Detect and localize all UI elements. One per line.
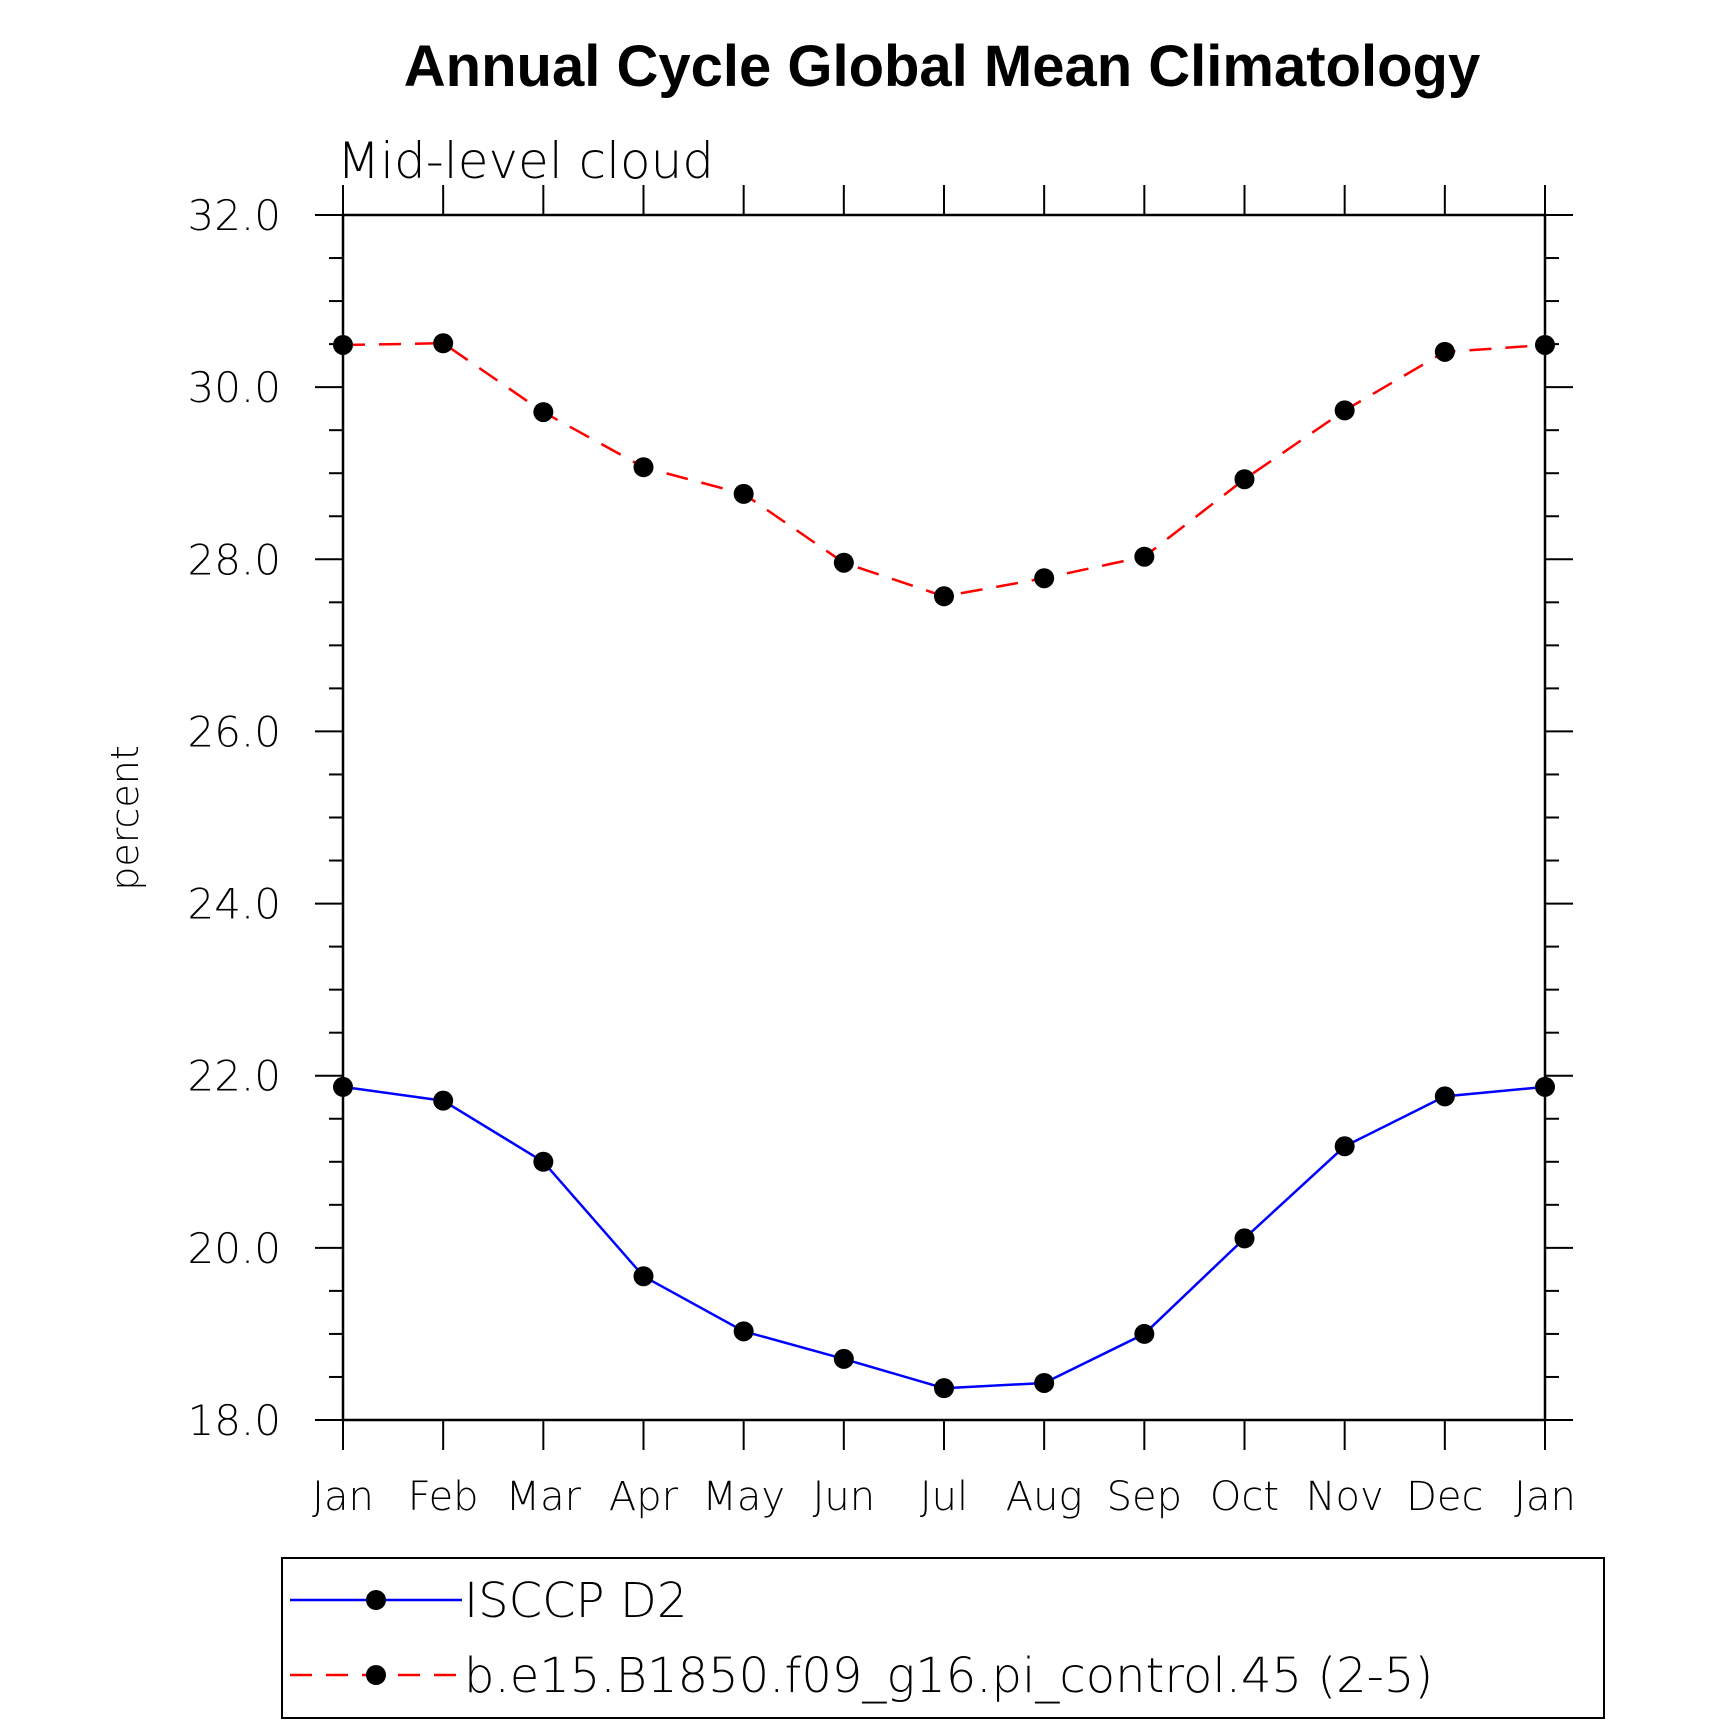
x-tick-label: Jun (813, 1474, 876, 1520)
y-tick-label: 32.0 (187, 191, 281, 240)
x-tick-label: Jan (312, 1474, 374, 1520)
x-tick-label: May (702, 1474, 785, 1520)
legend-swatch-marker-2 (366, 1665, 386, 1685)
data-point-s1-12 (1434, 1086, 1455, 1107)
axes: 18.0 20.0 22.0 24.0 26.0 28.0 30.0 32.0 Jan Feb Ma… (187, 185, 1576, 1520)
data-point-s1-9 (1134, 1323, 1155, 1344)
data-point-s2-3 (533, 402, 554, 423)
x-tick-label: Oct (1210, 1474, 1279, 1520)
data-point-s1-10 (1234, 1228, 1255, 1249)
x-tick-label: Mar (506, 1474, 582, 1520)
data-point-s1-11 (1334, 1136, 1355, 1157)
data-point-s2-4 (633, 457, 654, 478)
data-point-s1-8 (1034, 1372, 1055, 1393)
data-point-s2-6 (833, 552, 854, 573)
x-tick-label: Sep (1107, 1474, 1182, 1520)
y-tick-label: 20.0 (187, 1224, 281, 1273)
data-point-s2-7 (934, 586, 954, 607)
x-tick-label: Jul (920, 1474, 968, 1520)
x-tick-label: Nov (1306, 1474, 1384, 1520)
legend-box (281, 1557, 1605, 1719)
series-lines (342, 341, 1546, 1390)
data-point-s2-11 (1334, 400, 1355, 421)
data-point-s2-1 (333, 334, 353, 355)
data-point-s2-2 (433, 333, 454, 354)
legend-label-1: ISCCP D2 (464, 1573, 687, 1629)
series-line-1 (342, 1085, 1546, 1390)
y-tick-label: 18.0 (187, 1396, 281, 1445)
data-point-s2-5 (733, 483, 754, 504)
data-point-s1-13 (1535, 1076, 1555, 1097)
series-line-2 (342, 341, 1546, 598)
data-point-s2-13 (1535, 334, 1555, 355)
y-tick-label: 26.0 (187, 707, 281, 756)
data-point-s1-6 (833, 1348, 854, 1369)
data-point-s2-9 (1134, 546, 1155, 567)
x-tick-label: Feb (408, 1474, 479, 1520)
plot-frame (341, 213, 1547, 1422)
data-point-s1-4 (633, 1266, 654, 1287)
series-points (333, 333, 1555, 1399)
data-point-s1-5 (733, 1321, 754, 1342)
y-tick-label: 30.0 (187, 363, 281, 412)
data-point-s1-2 (433, 1090, 454, 1111)
data-point-s2-10 (1234, 469, 1255, 490)
data-point-s1-1 (333, 1076, 353, 1097)
data-point-s1-7 (934, 1378, 954, 1399)
legend: ISCCP D2 b.e15.B1850.f09_g16.pi_control.4… (290, 1573, 1433, 1704)
x-tick-label: Apr (609, 1474, 679, 1520)
y-tick-label: 24.0 (187, 880, 281, 929)
x-tick-label: Jan (1514, 1474, 1576, 1520)
legend-swatch-marker-1 (366, 1590, 386, 1610)
y-axis-label: percent (103, 745, 147, 891)
data-point-s2-8 (1034, 568, 1055, 589)
data-point-s2-12 (1434, 341, 1455, 362)
chart-subtitle: Mid-level cloud (337, 132, 714, 190)
data-point-s1-3 (533, 1151, 554, 1172)
y-tick-label: 28.0 (187, 535, 281, 584)
chart-title: Annual Cycle Global Mean Climatology (404, 34, 1480, 99)
x-tick-label: Dec (1406, 1474, 1483, 1520)
x-tick-label: Aug (1006, 1474, 1083, 1520)
legend-label-2: b.e15.B1850.f09_g16.pi_control.45 (2-5) (464, 1648, 1433, 1704)
y-tick-label: 22.0 (187, 1052, 281, 1101)
